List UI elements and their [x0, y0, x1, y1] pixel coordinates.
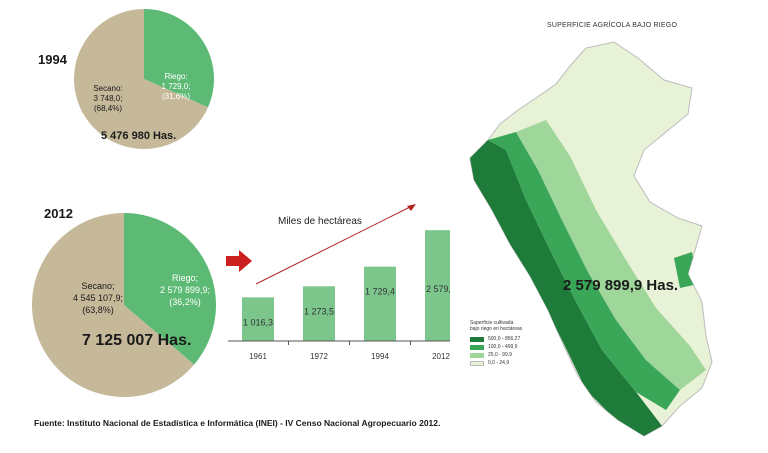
coastal-high-density-area	[470, 140, 662, 436]
bar-1972	[303, 286, 335, 341]
riego-title-2012: Riego;	[171, 273, 198, 283]
source-note: Fuente: Instituto Nacional de Estadístic…	[34, 418, 441, 428]
peru-irrigation-map	[469, 41, 713, 437]
map-title: SUPERFICIE AGRÍCOLA BAJO RIEGO	[547, 22, 678, 29]
legend-label: 100,0 - 499,9	[488, 344, 518, 350]
legend-label: 25,0 - 99,9	[488, 352, 512, 358]
legend-item: 25,0 - 99,9	[470, 351, 522, 359]
legend-label: 500,0 - 856,27	[488, 336, 521, 342]
trend-arrow-head-icon	[407, 204, 416, 211]
x-tick-label: 1994	[371, 352, 389, 361]
bar-value-label: 1 729,4	[365, 287, 395, 297]
andes-low-density-area	[516, 120, 706, 390]
total-1994: 5 476 980 Has.	[101, 130, 177, 142]
pie-chart-1994	[74, 9, 214, 149]
bar-value-label: 2 579,9	[426, 284, 450, 294]
legend-swatch	[470, 344, 484, 350]
legend-item: 500,0 - 856,27	[470, 335, 522, 343]
bar-chart-title: Miles de hectáreas	[278, 216, 362, 227]
bar-2012	[425, 230, 450, 341]
bar-chart: Miles de hectáreas 1 016,3 1 273,5 1 729,4…	[228, 204, 450, 361]
legend-label: 0,0 - 24,9	[488, 360, 510, 366]
secano-value-1994: 3 748,0;	[93, 94, 123, 103]
red-arrow-icon	[226, 250, 252, 272]
secano-title-1994: Secano:	[93, 84, 123, 93]
andes-mid-density-area	[488, 132, 680, 410]
secano-pct-2012: (63,8%)	[82, 305, 114, 315]
legend-item: 100,0 - 499,9	[470, 343, 522, 351]
legend-item: 0,0 - 24,9	[470, 359, 522, 367]
riego-value-1994: 1 729,0;	[161, 82, 191, 91]
riego-title-1994: Riego:	[164, 72, 188, 81]
riego-value-2012: 2 579 899,9;	[159, 285, 211, 295]
bar-1961	[242, 297, 274, 341]
pie-slice-secano-1994	[74, 9, 209, 149]
map-total: 2 579 899,9 Has.	[563, 277, 679, 294]
legend-title-1: Superficie cultivada	[470, 320, 514, 326]
x-tick-label: 2012	[432, 352, 450, 361]
legend-swatch	[470, 336, 484, 342]
secano-label-1994: Secano: 3 748,0; (68,4%)	[80, 84, 136, 114]
pie-chart-2012	[32, 213, 216, 397]
pie-slice-riego-1994	[144, 9, 214, 108]
legend-swatch	[470, 352, 484, 358]
x-tick-label: 1972	[310, 352, 328, 361]
bar-value-label: 1 016,3	[243, 317, 273, 327]
year-label-2012: 2012	[44, 206, 73, 221]
trend-arrow-line	[255, 205, 413, 285]
secano-label-2012: Secano; 4 545 107,9; (63,8%)	[58, 280, 138, 316]
riego-pct-1994: (31,6%)	[161, 92, 190, 101]
riego-pct-2012: (36,2%)	[169, 297, 201, 307]
secano-value-2012: 4 545 107,9;	[72, 293, 124, 303]
bar-value-label: 1 273,5	[304, 306, 334, 316]
riego-label-1994: Riego: 1 729,0; (31,6%)	[150, 72, 202, 102]
riego-label-2012: Riego; 2 579 899,9; (36,2%)	[152, 272, 218, 308]
secano-title-2012: Secano;	[81, 281, 115, 291]
pie-slice-riego-2012	[124, 213, 216, 365]
legend-title-2: bajo riego en hectáreas	[470, 326, 523, 332]
secano-pct-1994: (68,4%)	[93, 104, 122, 113]
bar-1994	[364, 266, 396, 341]
legend-swatch	[470, 360, 484, 366]
pie-slice-secano-2012	[32, 213, 195, 397]
map-legend: Superficie cultivada bajo riego en hectá…	[470, 320, 522, 367]
year-label-1994: 1994	[38, 52, 67, 67]
total-2012: 7 125 007 Has.	[82, 332, 192, 349]
x-tick-label: 1961	[249, 352, 267, 361]
